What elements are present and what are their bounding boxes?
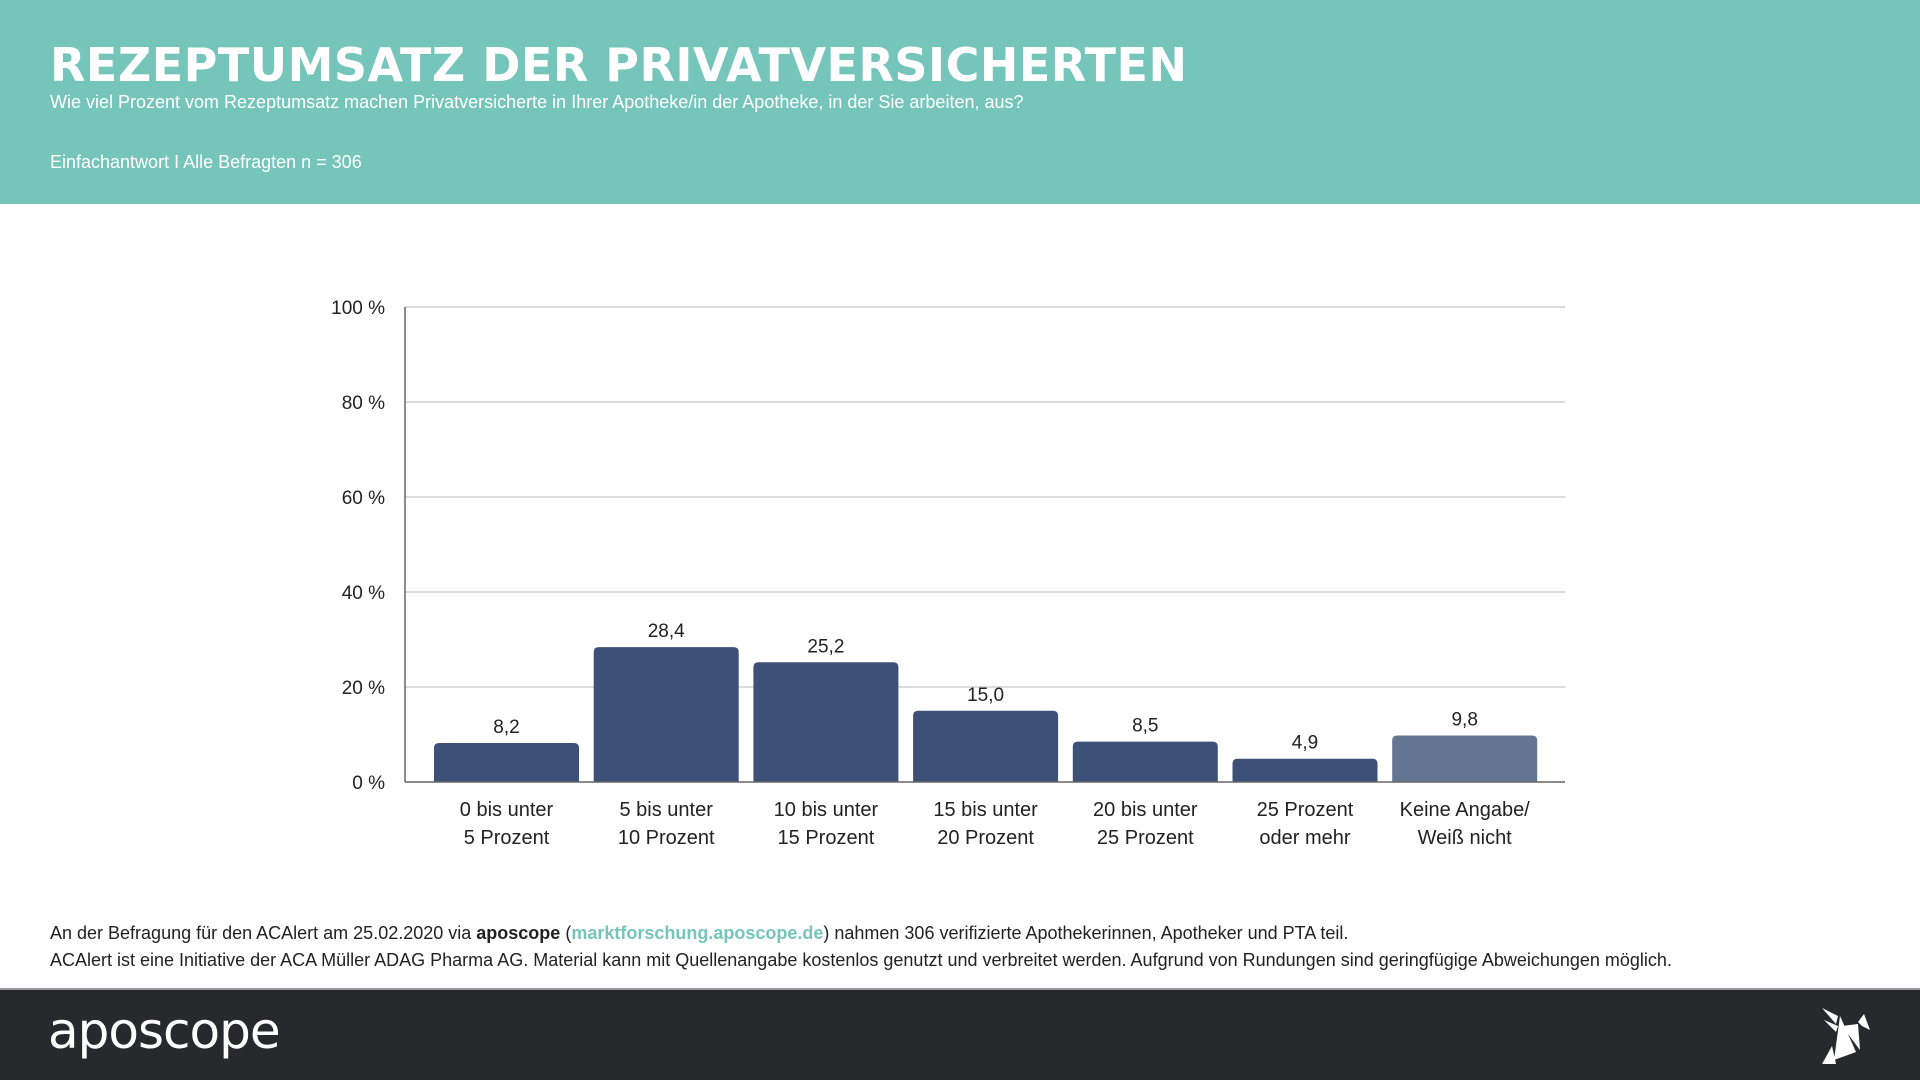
bar-value-label: 15,0 xyxy=(967,685,1004,706)
bar xyxy=(1072,741,1218,782)
x-tick-label: 25 Prozent xyxy=(1257,799,1354,821)
bar xyxy=(1392,735,1538,782)
x-tick-label: 10 Prozent xyxy=(618,827,715,849)
origami-bird-icon xyxy=(1822,1008,1870,1064)
bars xyxy=(434,647,1538,782)
x-tick-label: 15 Prozent xyxy=(778,827,875,849)
y-tick-label: 80 % xyxy=(342,393,385,414)
y-tick-label: 0 % xyxy=(352,773,385,794)
bar-value-label: 8,2 xyxy=(493,717,519,738)
header-banner: REZEPTUMSATZ DER PRIVATVERSICHERTEN Wie … xyxy=(0,0,1920,204)
x-tick-label: Weiß nicht xyxy=(1418,827,1513,849)
bar-value-label: 9,8 xyxy=(1451,709,1477,730)
y-tick-label: 60 % xyxy=(342,488,385,509)
bar-value-label: 25,2 xyxy=(807,636,844,657)
x-tick-label: 5 bis unter xyxy=(620,799,714,821)
footer-bar xyxy=(0,988,1920,1080)
bar xyxy=(753,662,899,782)
footnote-text: ) nahmen 306 verifizierte Apothekerinnen… xyxy=(823,923,1349,943)
bar-value-label: 28,4 xyxy=(648,621,685,642)
x-tick-label: 20 bis unter xyxy=(1093,799,1198,821)
bar xyxy=(593,647,739,782)
x-tick-label: oder mehr xyxy=(1259,827,1350,849)
x-tick-label: Keine Angabe/ xyxy=(1400,799,1531,821)
x-tick-label: 5 Prozent xyxy=(464,827,550,849)
y-tick-label: 20 % xyxy=(342,678,385,699)
x-tick-label: 25 Prozent xyxy=(1097,827,1194,849)
page-title: REZEPTUMSATZ DER PRIVATVERSICHERTEN xyxy=(50,38,1188,92)
x-axis-labels: 0 bis unter 5 Prozent 5 bis unter 10 Prozen… xyxy=(460,799,1530,849)
footnote-line-1: An der Befragung für den ACAlert am 25.0… xyxy=(50,920,1672,947)
footnote-line-2: ACAlert ist eine Initiative der ACA Müll… xyxy=(50,950,1672,970)
bar-value-label: 8,5 xyxy=(1132,716,1158,737)
paren-open: ( xyxy=(560,923,572,943)
footnote: An der Befragung für den ACAlert am 25.0… xyxy=(50,920,1672,974)
x-tick-label: 10 bis unter xyxy=(774,799,879,821)
x-tick-label: 0 bis unter xyxy=(460,799,554,821)
gridlines xyxy=(405,306,1565,688)
y-tick-label: 40 % xyxy=(342,583,385,604)
y-axis-ticks: 0 % 20 % 40 % 60 % 80 % 100 % xyxy=(331,298,385,794)
website-link[interactable]: marktforschung.aposcope.de xyxy=(571,923,824,943)
value-labels: 8,2 28,4 25,2 15,0 8,5 4,9 9,8 xyxy=(493,621,1478,754)
bar-chart: 0 % 20 % 40 % 60 % 80 % 100 % 8,2 28,4 25,2 15,0… xyxy=(331,298,1565,849)
bar xyxy=(434,743,579,782)
footnote-text: An der Befragung für den ACAlert am 25.0… xyxy=(50,923,477,943)
x-tick-label: 20 Prozent xyxy=(937,827,1034,849)
x-tick-label: 15 bis unter xyxy=(933,799,1038,821)
question-text: Wie viel Prozent vom Rezeptumsatz machen… xyxy=(50,92,1024,112)
bar xyxy=(1232,758,1378,782)
bar xyxy=(913,710,1059,782)
aposcope-logo: aposcope xyxy=(48,1002,281,1060)
sample-info: Einfachantwort I Alle Befragten n = 306 xyxy=(50,152,362,172)
y-tick-label: 100 % xyxy=(331,298,385,319)
bar-value-label: 4,9 xyxy=(1292,733,1318,754)
brand-name: aposcope xyxy=(476,923,561,943)
